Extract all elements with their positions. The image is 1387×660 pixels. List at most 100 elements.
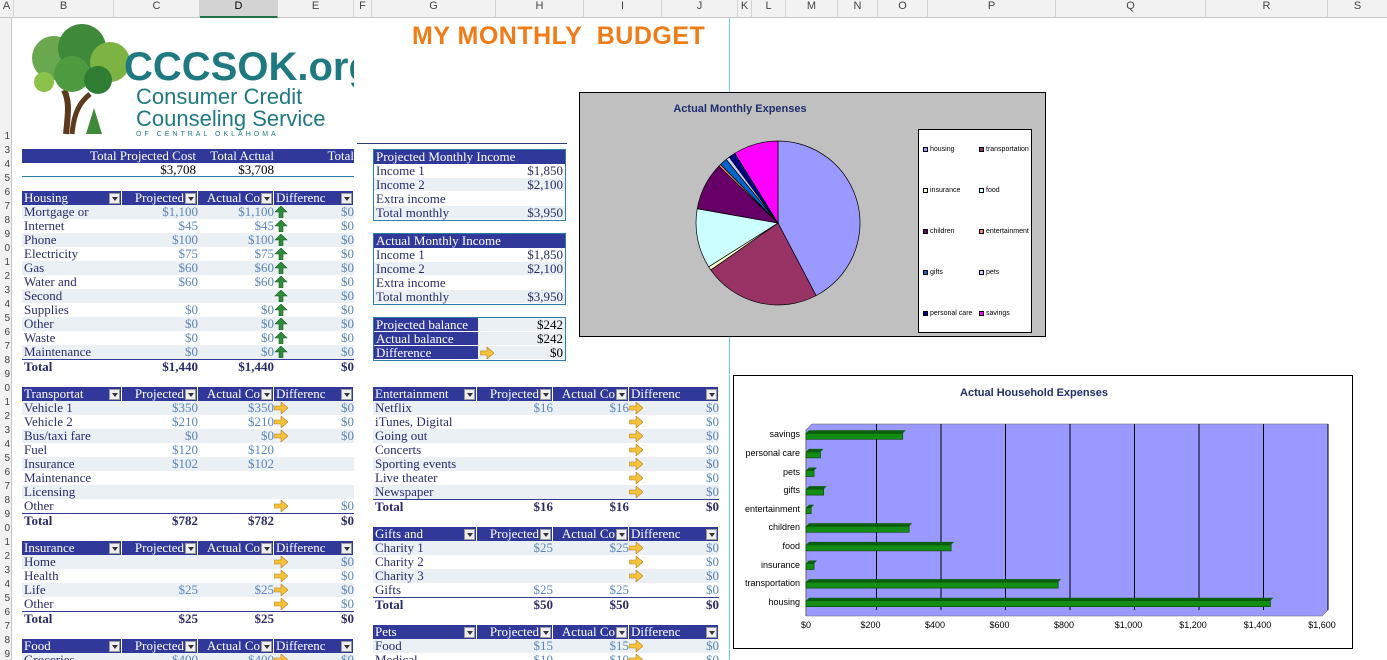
income-value[interactable]: $3,950 [527, 205, 563, 220]
difference-value[interactable]: $0 [706, 401, 719, 415]
gifts-col-header[interactable]: Differenc [629, 527, 719, 541]
row-header[interactable]: 4 [4, 159, 10, 170]
balance-value[interactable]: $0 [478, 346, 565, 360]
difference-value[interactable]: $0 [341, 289, 354, 303]
bar-transportation[interactable] [805, 581, 1059, 589]
projected-value[interactable]: $782 [172, 514, 198, 527]
difference-indicator[interactable] [274, 247, 292, 261]
actual-value[interactable] [198, 499, 274, 513]
difference-indicator[interactable] [274, 514, 292, 527]
bar-gifts[interactable] [805, 488, 825, 496]
gifts-col-header[interactable]: Gifts and [373, 527, 477, 541]
filter-dropdown-icon[interactable] [341, 640, 352, 652]
difference-indicator[interactable] [629, 598, 647, 611]
difference-value[interactable] [292, 443, 354, 457]
filter-dropdown-icon[interactable] [540, 626, 551, 638]
projected-value[interactable] [477, 471, 553, 485]
filter-dropdown-icon[interactable] [540, 388, 551, 400]
row-header[interactable]: 7 [4, 481, 10, 492]
difference-indicator[interactable] [274, 401, 292, 415]
row-header[interactable]: 5 [4, 173, 10, 184]
projected-value[interactable] [477, 415, 553, 429]
column-header-f[interactable]: F [354, 0, 372, 18]
projected-value[interactable] [122, 485, 198, 499]
difference-indicator[interactable] [629, 457, 647, 471]
actual-value[interactable]: $120 [248, 443, 274, 457]
projected-value[interactable]: $60 [178, 261, 199, 275]
filter-dropdown-icon[interactable] [616, 528, 627, 540]
projected-value[interactable]: $25 [533, 541, 554, 555]
row-header[interactable]: 3 [4, 565, 10, 576]
actual-value[interactable] [553, 569, 629, 583]
projected-value[interactable] [477, 569, 553, 583]
entertainment-col-header[interactable]: Projected [477, 387, 553, 401]
row-header[interactable]: 6 [4, 607, 10, 618]
row-header[interactable]: 9 [4, 509, 10, 520]
projected-value[interactable]: $0 [185, 303, 198, 317]
difference-value[interactable] [292, 485, 354, 499]
projected-value[interactable]: $0 [185, 331, 198, 345]
actual-value[interactable]: $16 [609, 401, 630, 415]
pets-col-header[interactable]: Differenc [629, 625, 719, 639]
actual-value[interactable] [553, 471, 629, 485]
row-header[interactable]: 9 [4, 229, 10, 240]
actual-value[interactable]: $400 [198, 653, 274, 660]
difference-indicator[interactable] [274, 233, 292, 247]
row-header[interactable]: 8 [4, 495, 10, 506]
column-header-j[interactable]: J [662, 0, 738, 18]
housing-col-header[interactable]: Actual Co [198, 191, 274, 205]
actual-value[interactable]: $50 [609, 598, 630, 611]
projected-value[interactable]: $0 [185, 429, 198, 443]
difference-value[interactable]: $0 [341, 205, 354, 219]
difference-indicator[interactable] [274, 303, 292, 317]
difference-value[interactable]: $0 [341, 401, 354, 415]
projected-value[interactable] [477, 555, 553, 569]
pets-col-header[interactable]: Projected [477, 625, 553, 639]
income-value[interactable]: $1,850 [527, 163, 563, 178]
filter-dropdown-icon[interactable] [109, 542, 120, 554]
insurance-col-header[interactable]: Actual Co [198, 541, 274, 555]
insurance-col-header[interactable]: Differenc [274, 541, 354, 555]
housing-col-header[interactable]: Projected [122, 191, 198, 205]
difference-value[interactable]: $0 [706, 583, 719, 597]
filter-dropdown-icon[interactable] [464, 626, 475, 638]
projected-value[interactable]: $16 [533, 500, 554, 513]
filter-dropdown-icon[interactable] [261, 640, 272, 652]
transportation-col-header[interactable]: Differenc [274, 387, 354, 401]
actual-value[interactable]: $60 [254, 261, 275, 275]
row-header[interactable]: 1 [4, 131, 10, 142]
row-header[interactable]: 6 [4, 327, 10, 338]
actual-value[interactable] [198, 569, 274, 583]
difference-indicator[interactable] [629, 555, 647, 569]
difference-indicator[interactable] [629, 639, 647, 653]
filter-dropdown-icon[interactable] [109, 640, 120, 652]
pie-chart[interactable]: Actual Monthly Expenses housing transport… [579, 92, 1046, 337]
difference-value[interactable]: $0 [341, 415, 354, 429]
transportation-col-header[interactable]: Actual Co [198, 387, 274, 401]
difference-indicator[interactable] [274, 429, 292, 443]
actual-value[interactable] [553, 457, 629, 471]
column-header-a[interactable]: A [0, 0, 14, 18]
row-header[interactable]: 3 [4, 145, 10, 156]
bar-insurance[interactable] [805, 563, 815, 570]
projected-value[interactable] [477, 485, 553, 499]
difference-indicator[interactable] [274, 499, 292, 513]
column-header-l[interactable]: L [752, 0, 786, 18]
row-header[interactable]: 1 [4, 397, 10, 408]
difference-value[interactable]: $0 [341, 275, 354, 289]
actual-value[interactable]: $350 [248, 401, 274, 415]
actual-value[interactable]: $25 [609, 541, 630, 555]
difference-value[interactable]: $0 [341, 247, 354, 261]
gifts-col-header[interactable]: Actual Co [553, 527, 629, 541]
difference-indicator[interactable] [274, 457, 292, 471]
difference-value[interactable]: $0 [706, 443, 719, 457]
food-col-header[interactable]: Actual Co [198, 639, 274, 653]
filter-dropdown-icon[interactable] [341, 388, 352, 400]
projected-value[interactable]: $210 [172, 415, 198, 429]
filter-dropdown-icon[interactable] [540, 528, 551, 540]
actual-value[interactable]: $102 [248, 457, 274, 471]
difference-indicator[interactable] [274, 289, 292, 303]
projected-value[interactable]: $120 [172, 443, 198, 457]
row-header[interactable]: 9 [4, 649, 10, 660]
difference-value[interactable]: $0 [706, 500, 719, 513]
